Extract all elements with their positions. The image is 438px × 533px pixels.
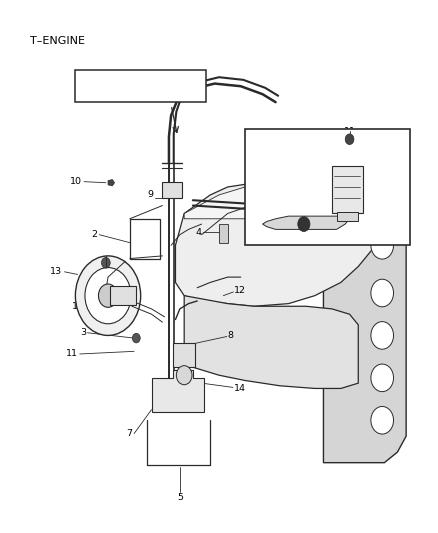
- Bar: [75, 70, 206, 102]
- Polygon shape: [262, 216, 350, 229]
- Polygon shape: [323, 198, 406, 463]
- Polygon shape: [176, 182, 376, 306]
- Circle shape: [85, 268, 131, 324]
- Circle shape: [99, 284, 117, 308]
- Text: 12: 12: [234, 286, 246, 295]
- Bar: [250, 224, 258, 243]
- Bar: [280, 224, 289, 243]
- Bar: [336, 212, 358, 221]
- Text: 11: 11: [66, 350, 78, 359]
- Circle shape: [102, 257, 110, 268]
- Text: 3: 3: [80, 328, 86, 337]
- Circle shape: [371, 364, 393, 392]
- Bar: [130, 219, 160, 259]
- Text: 14: 14: [268, 225, 280, 234]
- Text: 13: 13: [50, 268, 62, 276]
- Text: 4: 4: [196, 228, 201, 237]
- Circle shape: [371, 279, 393, 307]
- Bar: [110, 286, 136, 305]
- Polygon shape: [184, 296, 358, 389]
- Circle shape: [132, 333, 140, 343]
- Circle shape: [371, 321, 393, 349]
- Text: 9: 9: [148, 190, 154, 199]
- Circle shape: [345, 134, 354, 144]
- Circle shape: [75, 256, 141, 335]
- Text: PURGE  PIPE: PURGE PIPE: [109, 81, 173, 91]
- Circle shape: [298, 216, 310, 231]
- Polygon shape: [184, 182, 367, 224]
- Text: 7: 7: [126, 429, 132, 438]
- Bar: [173, 343, 195, 367]
- Polygon shape: [152, 370, 204, 413]
- Circle shape: [371, 231, 393, 259]
- Text: 11: 11: [343, 127, 356, 136]
- Bar: [219, 224, 228, 243]
- Circle shape: [371, 407, 393, 434]
- Text: 8: 8: [228, 331, 234, 340]
- Text: 14: 14: [234, 384, 246, 393]
- Bar: [332, 166, 363, 214]
- Text: T–ENGINE: T–ENGINE: [30, 36, 85, 46]
- Bar: [311, 224, 319, 243]
- Text: 10: 10: [70, 177, 82, 186]
- Bar: [245, 128, 410, 245]
- Bar: [162, 182, 183, 198]
- Polygon shape: [108, 180, 115, 186]
- Text: 2: 2: [91, 230, 97, 239]
- Text: 5: 5: [177, 492, 183, 502]
- Text: 6: 6: [282, 185, 288, 194]
- Text: 1: 1: [71, 302, 78, 311]
- Circle shape: [177, 366, 192, 385]
